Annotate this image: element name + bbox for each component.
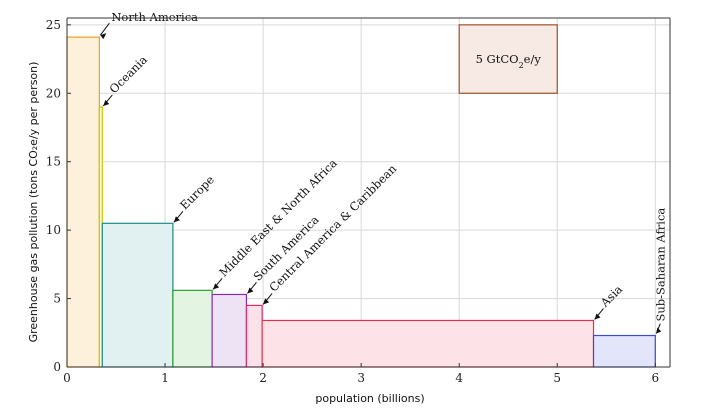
arrowhead	[173, 216, 180, 223]
y-tick-label: 0	[53, 360, 61, 374]
y-tick-label: 25	[46, 18, 61, 32]
y-tick-label: 10	[46, 223, 61, 237]
x-axis-label: population (billions)	[315, 392, 424, 405]
arrowhead	[656, 327, 662, 334]
label-asia: Asia	[597, 282, 625, 310]
x-tick-label: 1	[161, 371, 169, 385]
region-bars	[66, 36, 656, 368]
label-oceania: Oceania	[107, 53, 151, 97]
bar-europe	[101, 222, 174, 368]
y-tick-label: 20	[46, 86, 61, 100]
bar-sub-saharan-africa	[592, 334, 656, 368]
arrowhead	[103, 99, 110, 106]
y-tick-label: 15	[46, 155, 61, 169]
label-europe: Europe	[177, 172, 217, 212]
x-tick-label: 2	[259, 371, 267, 385]
scale-legend-box: 5 GtCO2e/y	[458, 24, 558, 94]
x-tick-label: 3	[357, 371, 365, 385]
x-tick-label: 4	[455, 371, 463, 385]
arrowhead	[247, 287, 254, 294]
bar-central-america-and-caribbean	[245, 304, 263, 368]
label-north-america: North America	[111, 10, 198, 24]
y-axis-label: Greenhouse gas pollution (tons CO₂e/y pe…	[27, 62, 40, 343]
y-tick-label: 5	[53, 292, 61, 306]
x-tick-label: 6	[651, 371, 659, 385]
x-tick-label: 0	[63, 371, 71, 385]
bar-asia	[261, 319, 595, 368]
label-sub-saharan-africa: Sub-Saharan Africa	[653, 208, 667, 322]
bar-south-america	[211, 293, 248, 368]
scale-box-label: 5 GtCO2e/y	[476, 52, 542, 70]
bar-north-america	[66, 36, 100, 368]
label-central-america-and-caribbean: Central America & Caribbean	[266, 161, 399, 294]
arrowhead	[100, 33, 107, 40]
x-tick-label: 5	[553, 371, 561, 385]
annotation-arrow	[99, 22, 110, 36]
scale-box	[458, 24, 558, 94]
axes: 0 1 2 3 4 5 6 0 5 10 15 20 25	[46, 17, 671, 385]
arrowhead	[213, 283, 220, 290]
arrowhead	[263, 298, 270, 305]
bar-middle-east-and-north-africa	[172, 289, 213, 368]
arrowhead	[594, 313, 601, 320]
